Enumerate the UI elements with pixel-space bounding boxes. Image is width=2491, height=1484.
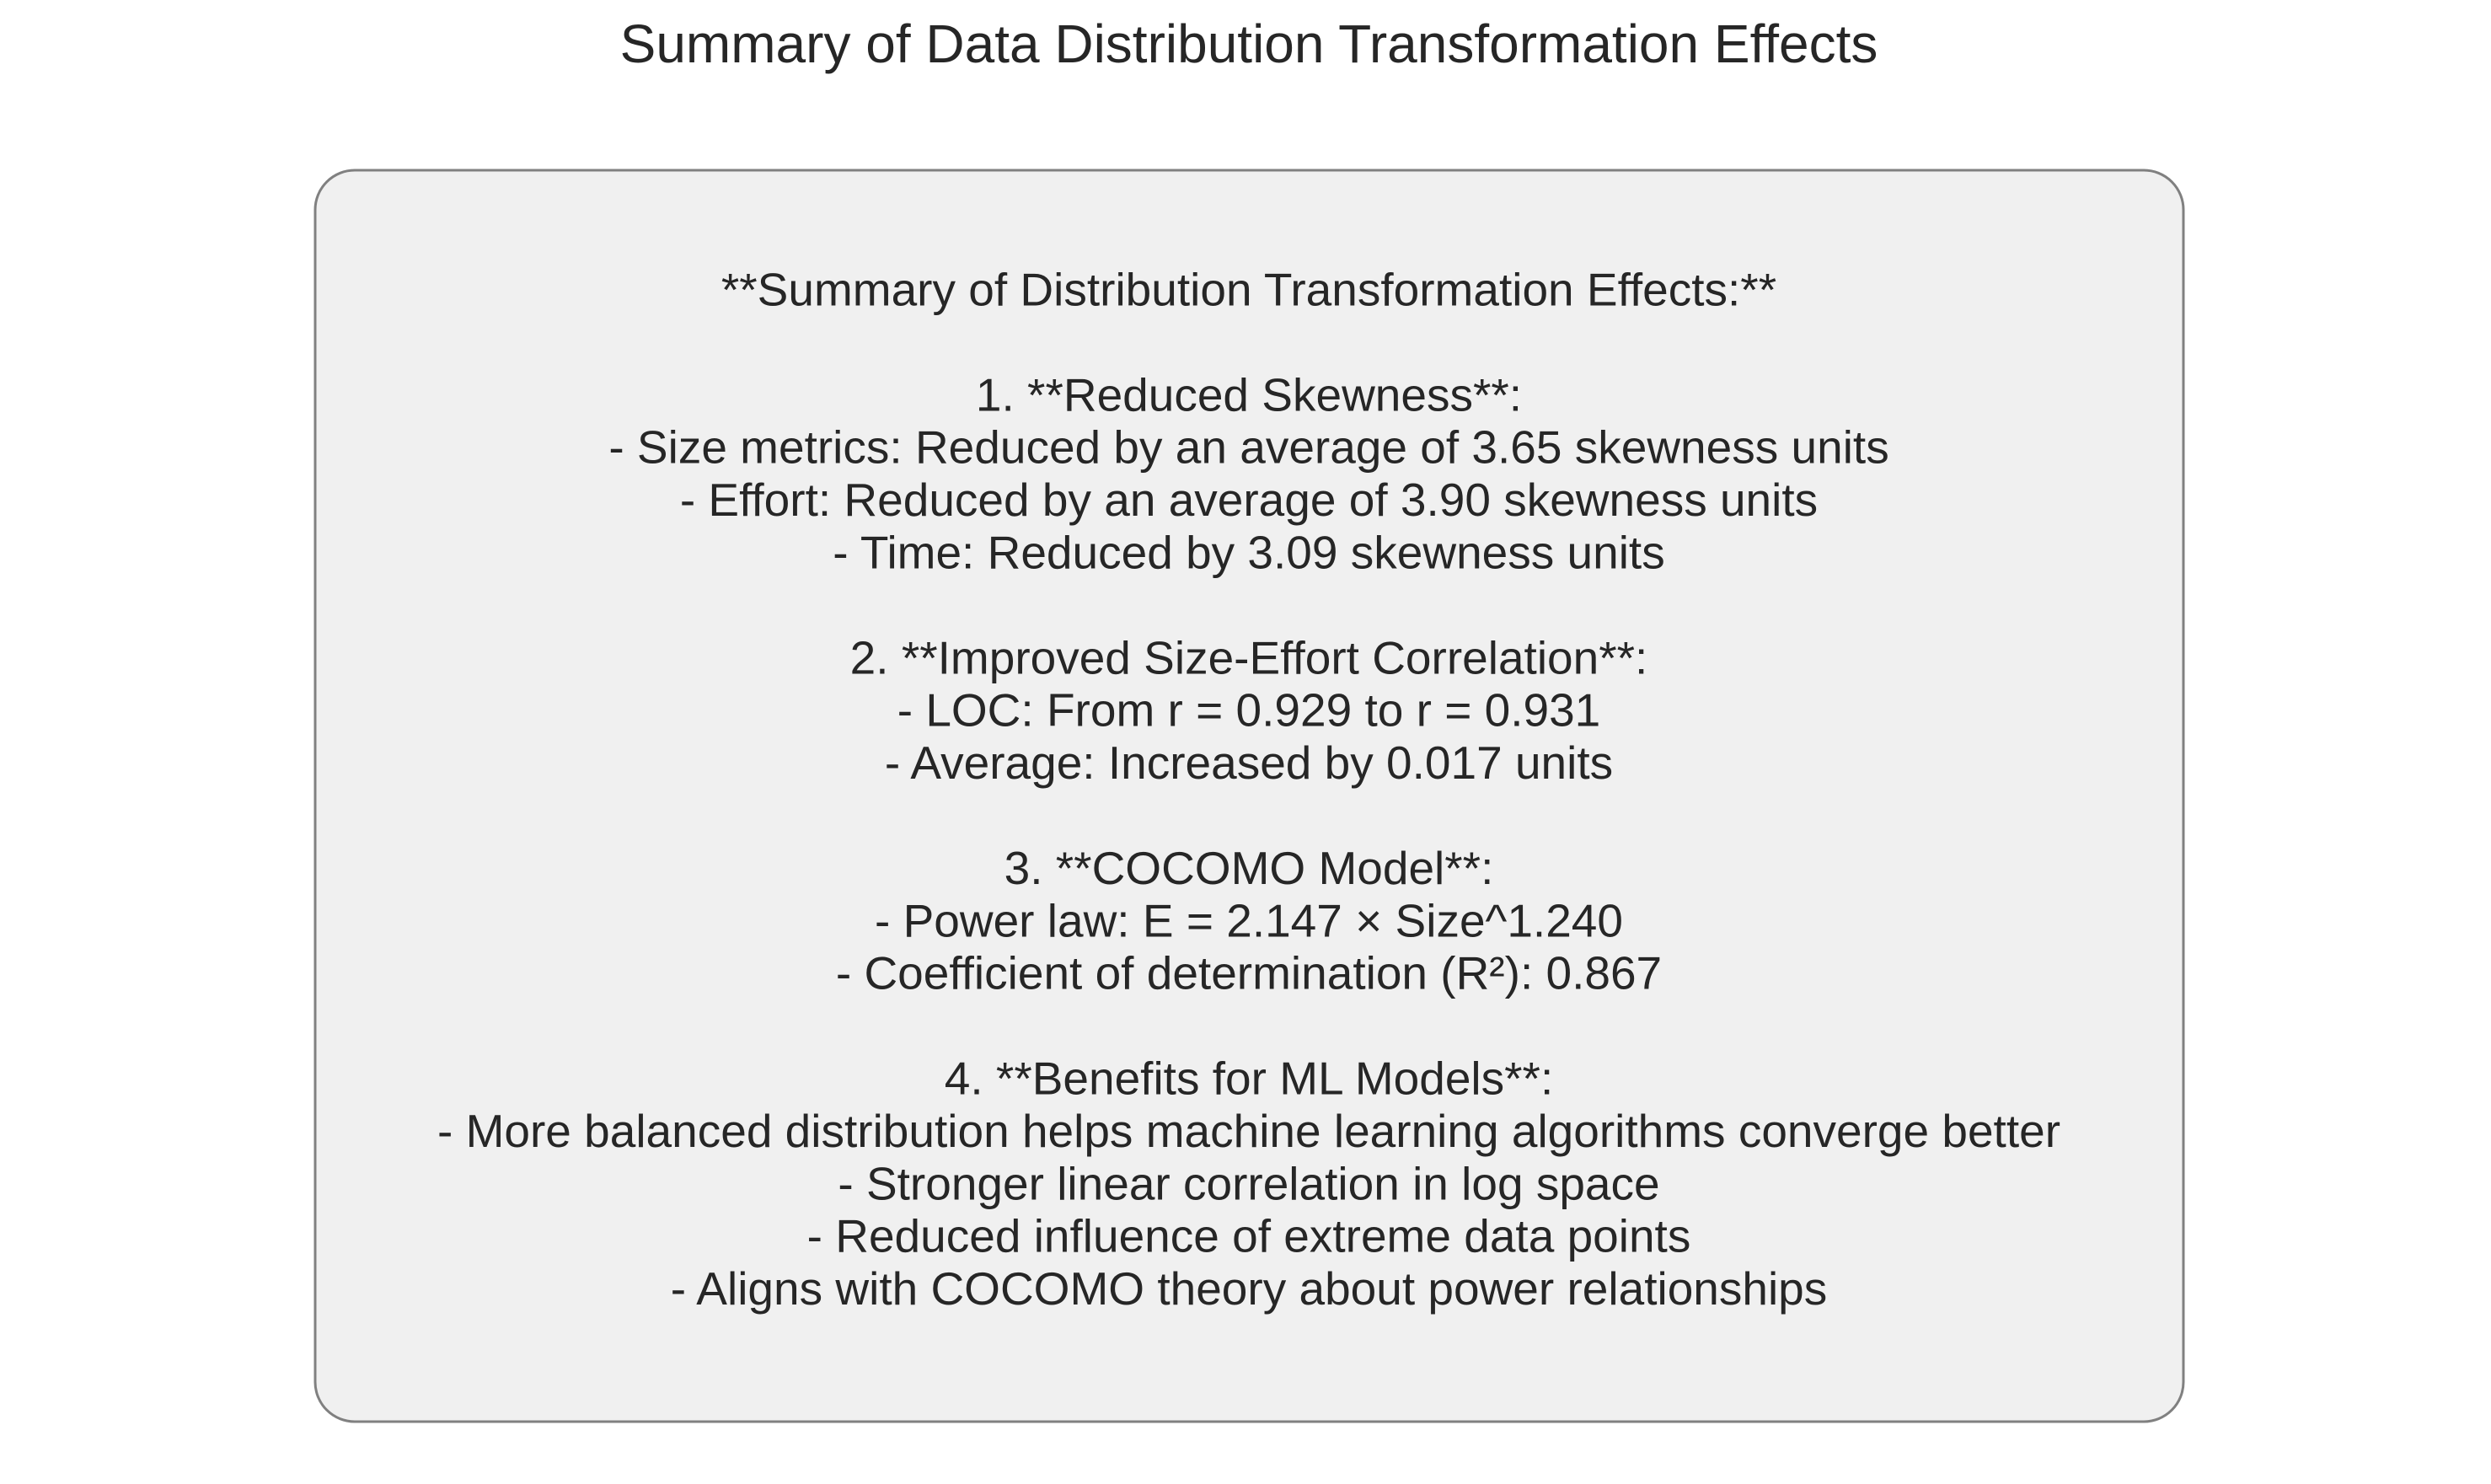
- section-item: - More balanced distribution helps machi…: [437, 1105, 2060, 1157]
- section-item: - Coefficient of determination (R²): 0.8…: [836, 947, 1662, 999]
- section-item: - Time: Reduced by 3.09 skewness units: [833, 527, 1664, 579]
- section-item: - Stronger linear correlation in log spa…: [838, 1157, 1659, 1209]
- section-item: - Aligns with COCOMO theory about power …: [671, 1262, 1828, 1315]
- box-heading: **Summary of Distribution Transformation…: [721, 264, 1776, 316]
- section-item: - Reduced influence of extreme data poin…: [807, 1210, 1691, 1262]
- section-item: - Power law: E = 2.147 × Size^1.240: [875, 894, 1623, 946]
- section-item: - Size metrics: Reduced by an average of…: [608, 421, 1888, 474]
- section-heading: 1. **Reduced Skewness**:: [976, 368, 1522, 421]
- section-item: - Average: Increased by 0.017 units: [885, 737, 1613, 789]
- section-heading: 2. **Improved Size-Effort Correlation**:: [850, 631, 1648, 683]
- section-heading: 3. **COCOMO Model**:: [1004, 842, 1494, 894]
- section-heading: 4. **Benefits for ML Models**:: [945, 1053, 1553, 1105]
- section-item: - Effort: Reduced by an average of 3.90 …: [680, 474, 1818, 526]
- section-item: - LOC: From r = 0.929 to r = 0.931: [897, 684, 1601, 737]
- summary-box: [313, 169, 2185, 1423]
- figure-title: Summary of Data Distribution Transformat…: [620, 13, 1878, 74]
